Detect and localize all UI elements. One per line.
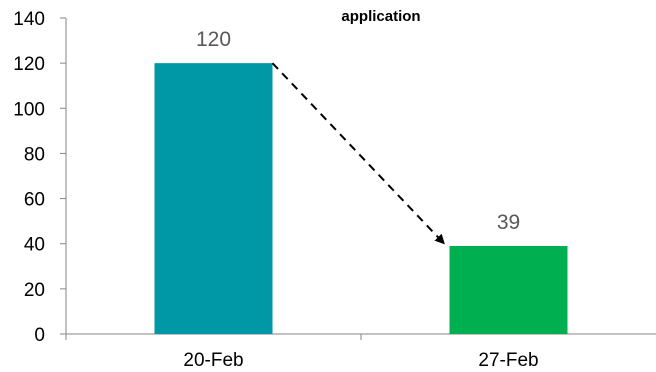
- y-tick-label: 40: [24, 235, 45, 256]
- data-labels: 120 39: [196, 28, 520, 234]
- data-label: 120: [196, 28, 231, 51]
- bar: [154, 63, 273, 335]
- y-tick-label: 120: [13, 54, 45, 75]
- x-tick-label: 27-Feb: [478, 350, 538, 371]
- y-tick-label: 0: [34, 325, 45, 346]
- y-tick-label: 140: [13, 9, 45, 30]
- y-tick-label: 20: [24, 280, 45, 301]
- y-tick-label: 80: [24, 144, 45, 165]
- data-label: 39: [497, 211, 520, 234]
- y-tick-label: 100: [13, 99, 45, 120]
- chart-title: application: [341, 8, 420, 25]
- trend-arrow: [271, 62, 445, 245]
- y-tick-label: 60: [24, 190, 45, 211]
- x-tick-label: 20-Feb: [183, 350, 243, 371]
- x-axis: 20-Feb 27-Feb: [65, 333, 656, 371]
- y-axis: 0 20 40 60 80 100 120 140: [13, 9, 67, 346]
- annotations: [271, 62, 445, 245]
- bar: [449, 245, 568, 334]
- bars: [154, 63, 568, 335]
